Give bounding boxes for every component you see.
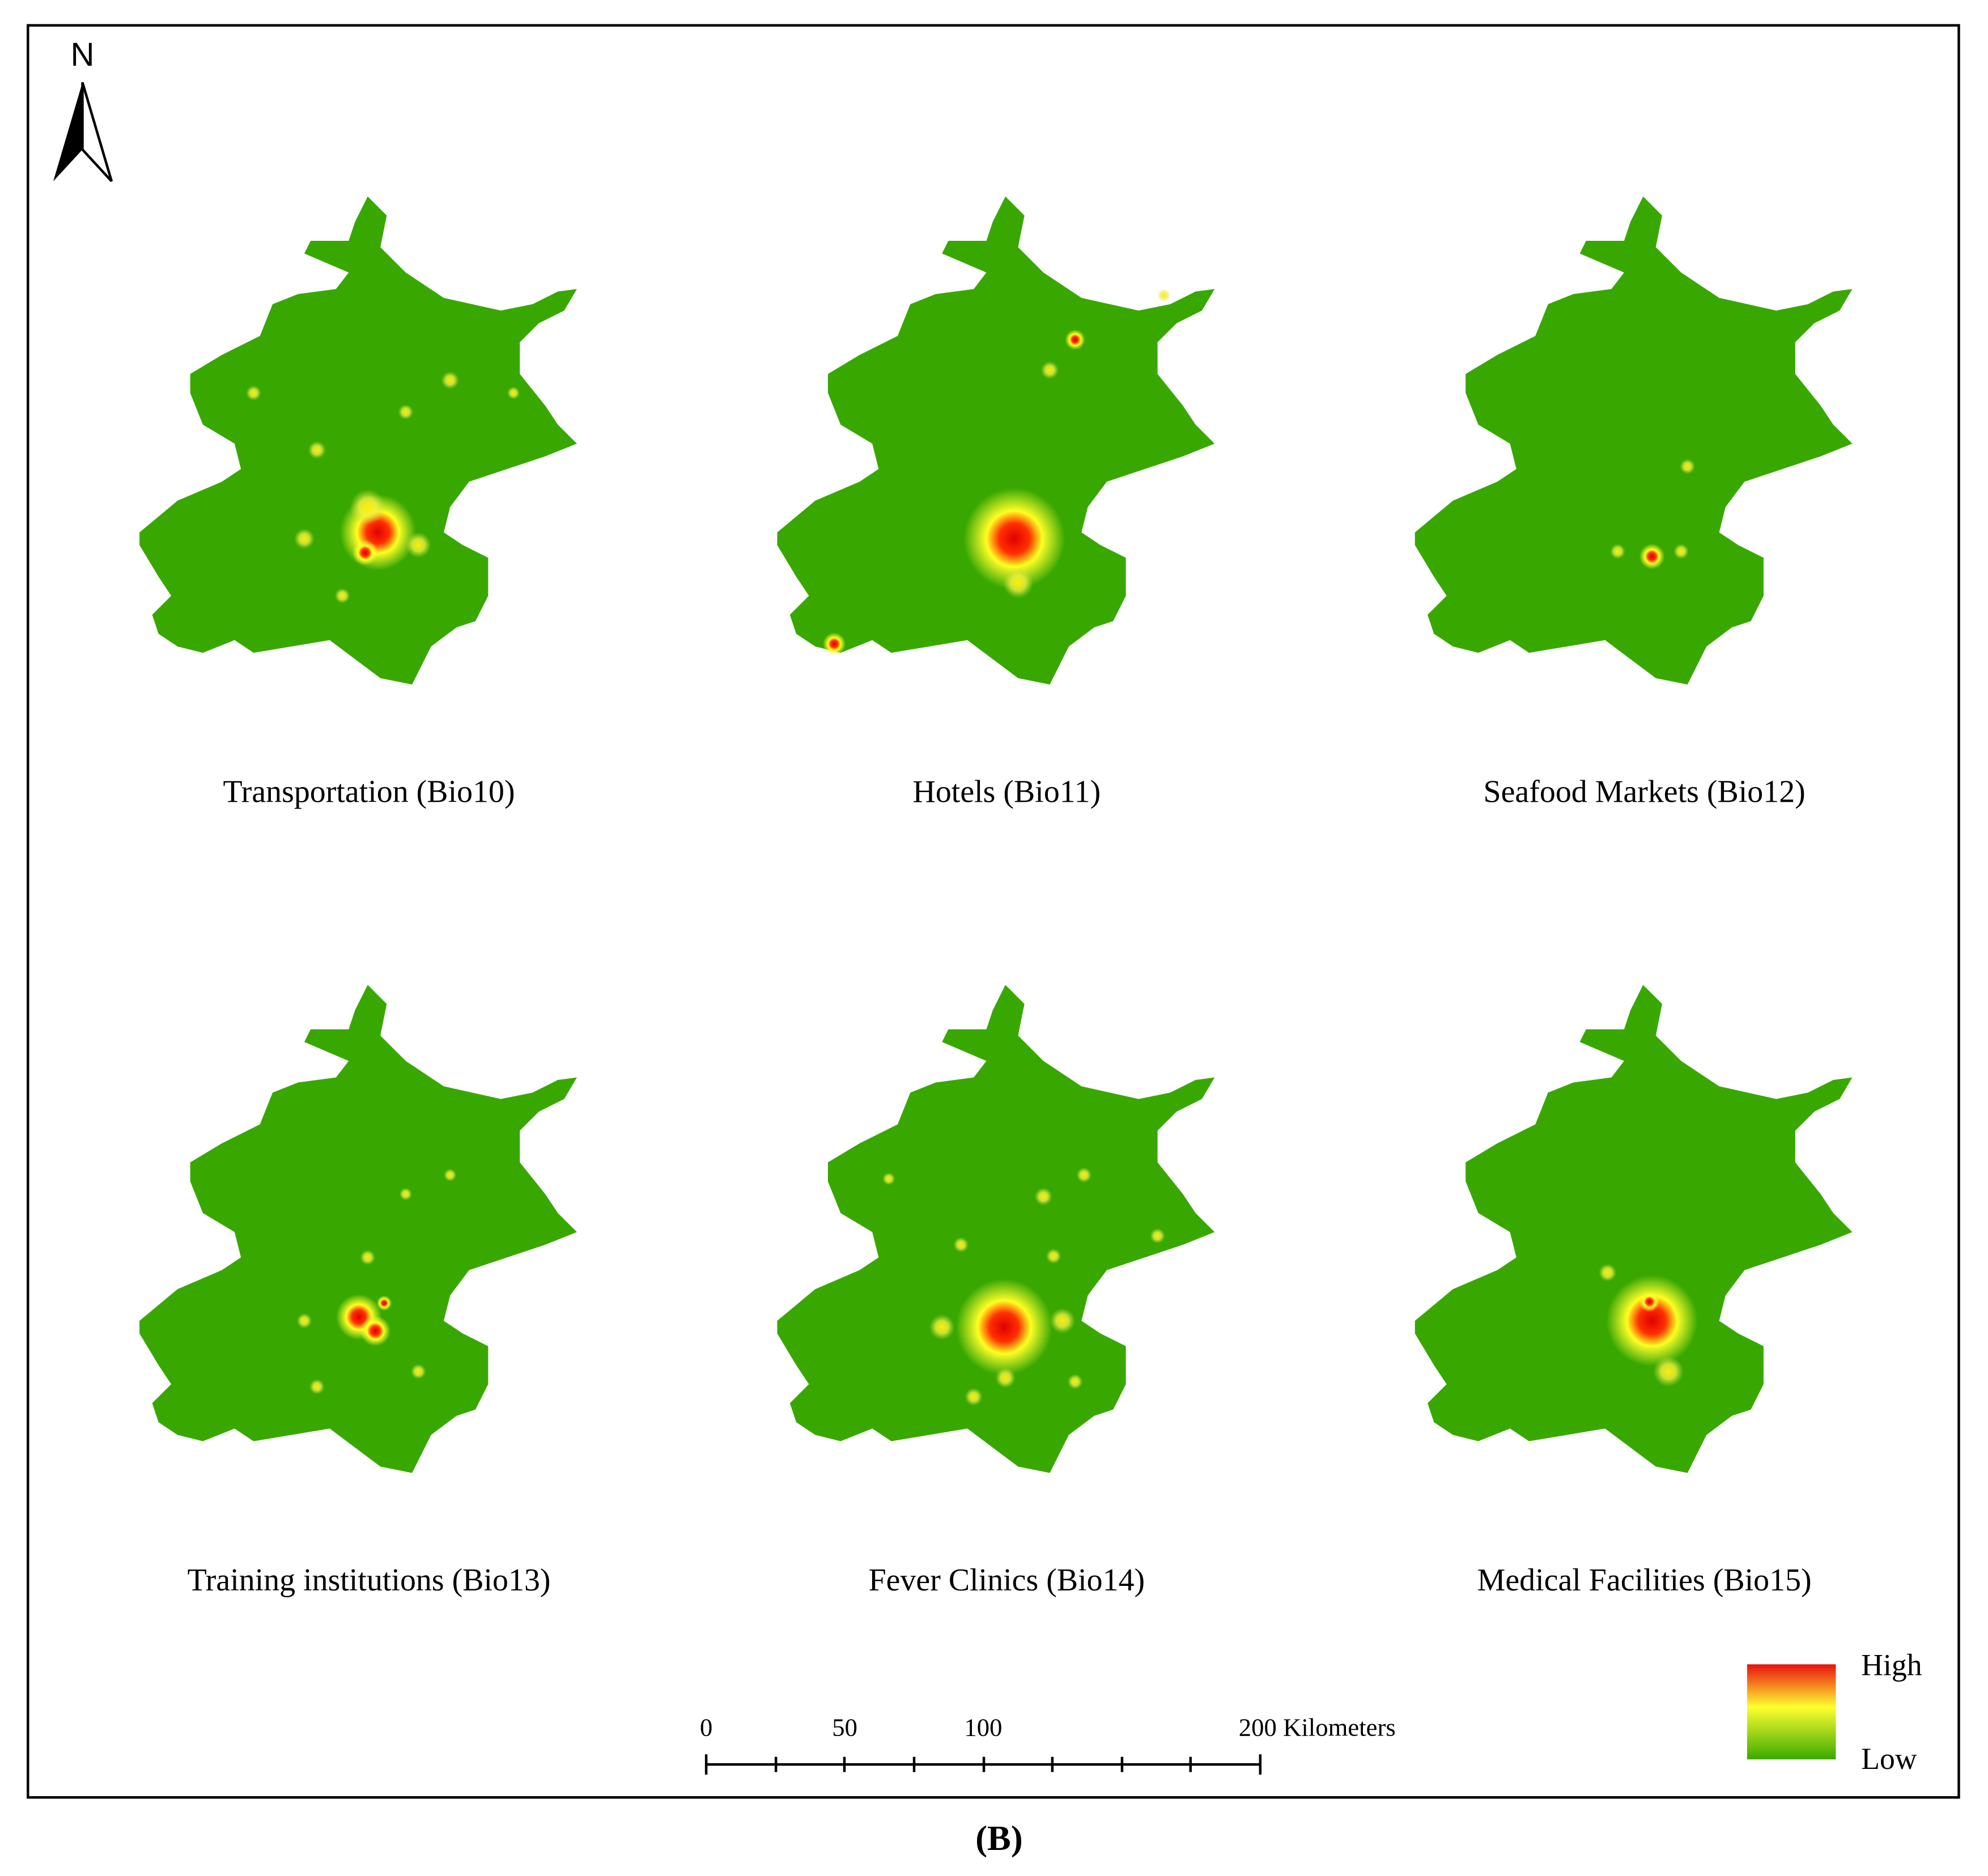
- north-arrow: N: [53, 36, 113, 182]
- hotspot: [410, 1364, 426, 1380]
- map-panel: Transportation (Bio10): [139, 196, 577, 810]
- hotspot: [308, 441, 326, 459]
- legend-ramp: [1747, 1664, 1836, 1760]
- hotspot: [1050, 1308, 1076, 1334]
- hotspot: [1150, 1228, 1166, 1244]
- scale-value: 200: [1239, 1713, 1277, 1742]
- scale-label: 100: [964, 1713, 1002, 1742]
- hotspot: [444, 1168, 457, 1182]
- hotspot: [1639, 1291, 1660, 1312]
- scale-label: 50: [832, 1713, 857, 1742]
- hotspot: [929, 1314, 955, 1340]
- scale-value: 0: [700, 1713, 712, 1742]
- region-map: [139, 196, 577, 685]
- hotspot: [1003, 568, 1034, 598]
- hotspot: [1157, 289, 1170, 302]
- hotspot: [352, 540, 378, 565]
- map-panel: Hotels (Bio11): [777, 196, 1215, 810]
- panel-caption: Medical Facilities (Bio15): [1477, 1563, 1812, 1598]
- hotspot: [1065, 329, 1086, 350]
- hotspot: [1076, 1167, 1092, 1183]
- hotspot: [350, 489, 386, 525]
- hotspot: [882, 1172, 895, 1185]
- hotspot: [822, 632, 846, 656]
- scale-bar: 0 50 100 200 Kilometers: [700, 1713, 1396, 1775]
- panel-caption: Seafood Markets (Bio12): [1484, 775, 1806, 810]
- hotspot: [1599, 1264, 1617, 1282]
- hotspot: [995, 1367, 1016, 1388]
- map-panel: Medical Facilities (Bio15): [1414, 985, 1853, 1598]
- panels: Transportation (Bio10) Hotels (Bio11) Seaf…: [139, 196, 1853, 1598]
- scale-unit: Kilometers: [1283, 1713, 1396, 1742]
- map-panel: Fever Clinics (Bio14): [777, 985, 1215, 1598]
- panel-caption: Training institutions (Bio13): [188, 1563, 551, 1598]
- hotspot: [1610, 543, 1626, 559]
- panel-caption: Hotels (Bio11): [912, 775, 1101, 810]
- hotspot: [334, 588, 350, 603]
- scale-value: 50: [832, 1713, 857, 1742]
- hotspot: [360, 1249, 376, 1265]
- hotspot: [1046, 1248, 1061, 1264]
- map-panel: Training institutions (Bio13): [139, 985, 577, 1598]
- hotspot: [1653, 1356, 1684, 1387]
- hotspot: [1034, 1188, 1052, 1206]
- scale-label: 0: [700, 1713, 712, 1742]
- region-map: [777, 985, 1215, 1473]
- hotspot: [1639, 543, 1665, 569]
- north-label: N: [70, 36, 94, 73]
- hotspot: [1680, 458, 1696, 474]
- hotspot: [1673, 543, 1689, 559]
- hotspot: [1067, 1374, 1083, 1389]
- region-map: [777, 196, 1215, 685]
- hotspot: [1040, 361, 1059, 379]
- hotspot: [441, 371, 459, 389]
- hotspot: [507, 386, 520, 399]
- hotspot: [399, 1188, 413, 1201]
- hotspot: [955, 1279, 1052, 1376]
- hotspot: [309, 1379, 325, 1394]
- legend: High Low: [1747, 1648, 1922, 1776]
- legend-low: Low: [1861, 1742, 1917, 1776]
- hotspot: [965, 1388, 983, 1406]
- hotspot: [1606, 1275, 1698, 1367]
- hotspot: [360, 1316, 391, 1346]
- hotspot: [246, 385, 261, 401]
- region-map: [139, 985, 577, 1473]
- hotspot: [296, 1313, 312, 1329]
- map-panel: Seafood Markets (Bio12): [1414, 196, 1853, 810]
- region-map: [1414, 985, 1853, 1473]
- panel-caption: Fever Clinics (Bio14): [869, 1563, 1145, 1598]
- frame: [27, 24, 1960, 1799]
- hotspot: [953, 1237, 969, 1253]
- hotspot: [376, 1295, 392, 1311]
- panel-caption: Transportation (Bio10): [223, 775, 515, 810]
- scale-value: 100: [964, 1713, 1002, 1742]
- hotspot: [294, 528, 315, 549]
- scale-label: 200 Kilometers: [1239, 1713, 1396, 1742]
- hotspot: [398, 404, 414, 420]
- figure-label: (B): [975, 1818, 1022, 1858]
- hotspot: [963, 488, 1065, 590]
- legend-high: High: [1861, 1648, 1922, 1682]
- hotspot: [405, 532, 431, 558]
- region-map: [1414, 196, 1853, 685]
